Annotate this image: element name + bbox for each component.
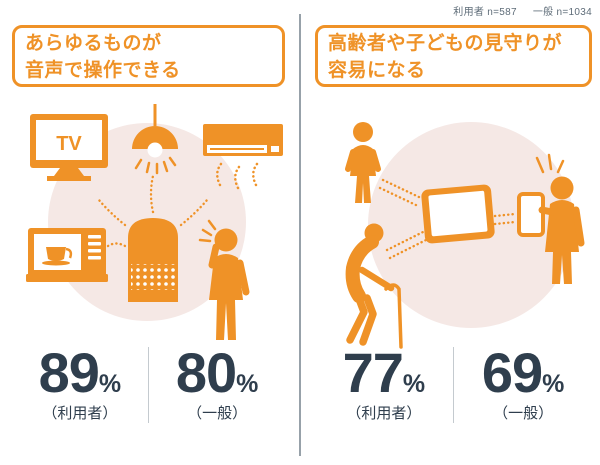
stat-value: 89 bbox=[38, 341, 100, 404]
stat-number: 69% bbox=[454, 345, 592, 401]
stat-label: （利用者） bbox=[346, 405, 422, 423]
smart-speaker-icon bbox=[128, 218, 178, 302]
stat-unit: % bbox=[98, 370, 122, 398]
stat-label: （一般） bbox=[493, 405, 554, 423]
signal-waves bbox=[97, 174, 209, 248]
stat-number: 89% bbox=[12, 345, 148, 401]
child-icon bbox=[345, 122, 381, 203]
title-line-2: 容易になる bbox=[328, 59, 426, 81]
title-line-2: 音声で操作できる bbox=[25, 59, 181, 81]
stat-divider bbox=[147, 346, 150, 423]
notification-lines bbox=[535, 153, 565, 174]
voice-control-stats: 89% （利用者） 80% （一般） bbox=[12, 345, 285, 423]
smartphone-icon bbox=[517, 192, 545, 237]
tv-icon: TV bbox=[30, 114, 108, 181]
stat-users: 77% （利用者） bbox=[315, 345, 453, 423]
stat-unit: % bbox=[542, 370, 565, 398]
air-conditioner-icon bbox=[203, 124, 283, 190]
stat-label: （一般） bbox=[187, 405, 248, 423]
stat-value: 77 bbox=[342, 341, 404, 404]
stat-value: 69 bbox=[481, 341, 543, 404]
speech-lines bbox=[198, 219, 217, 243]
stat-number: 77% bbox=[315, 345, 453, 401]
voice-control-title-box: あらゆるものが 音声で操作できる bbox=[12, 25, 285, 87]
watch-over-stats: 77% （利用者） 69% （一般） bbox=[315, 345, 592, 423]
stat-general: 80% （一般） bbox=[149, 345, 285, 423]
general-sample-size: 一般 n=1034 bbox=[532, 7, 592, 18]
connection-child-display bbox=[378, 178, 423, 208]
cane bbox=[384, 283, 403, 349]
stat-number: 80% bbox=[149, 345, 285, 401]
sample-size-note: 利用者 n=587 一般 n=1034 bbox=[453, 3, 592, 18]
title-line-1: あらゆるものが bbox=[25, 33, 162, 54]
watch-over-illustration bbox=[345, 122, 585, 349]
tv-label: TV bbox=[56, 133, 82, 155]
microwave-icon bbox=[26, 228, 108, 282]
smart-display-icon bbox=[421, 184, 495, 244]
stat-value: 80 bbox=[175, 341, 237, 404]
title-line-1: 高齢者や子どもの見守りが bbox=[328, 33, 563, 54]
panel-divider bbox=[299, 14, 301, 456]
stat-users: 89% （利用者） bbox=[12, 345, 148, 423]
stat-unit: % bbox=[236, 370, 259, 398]
users-sample-size: 利用者 n=587 bbox=[453, 7, 517, 18]
pendant-light-icon bbox=[132, 104, 178, 175]
stat-divider bbox=[452, 346, 455, 423]
watch-over-title-box: 高齢者や子どもの見守りが 容易になる bbox=[315, 25, 592, 87]
adult-with-smartphone-icon bbox=[517, 153, 585, 284]
elderly-person-icon bbox=[345, 223, 403, 349]
voice-control-illustration: TV bbox=[26, 104, 283, 340]
speaking-person-icon bbox=[198, 219, 250, 340]
stat-general: 69% （一般） bbox=[454, 345, 592, 423]
stat-label: （利用者） bbox=[42, 405, 118, 423]
stat-unit: % bbox=[402, 370, 426, 398]
connection-display-adult bbox=[493, 212, 517, 226]
